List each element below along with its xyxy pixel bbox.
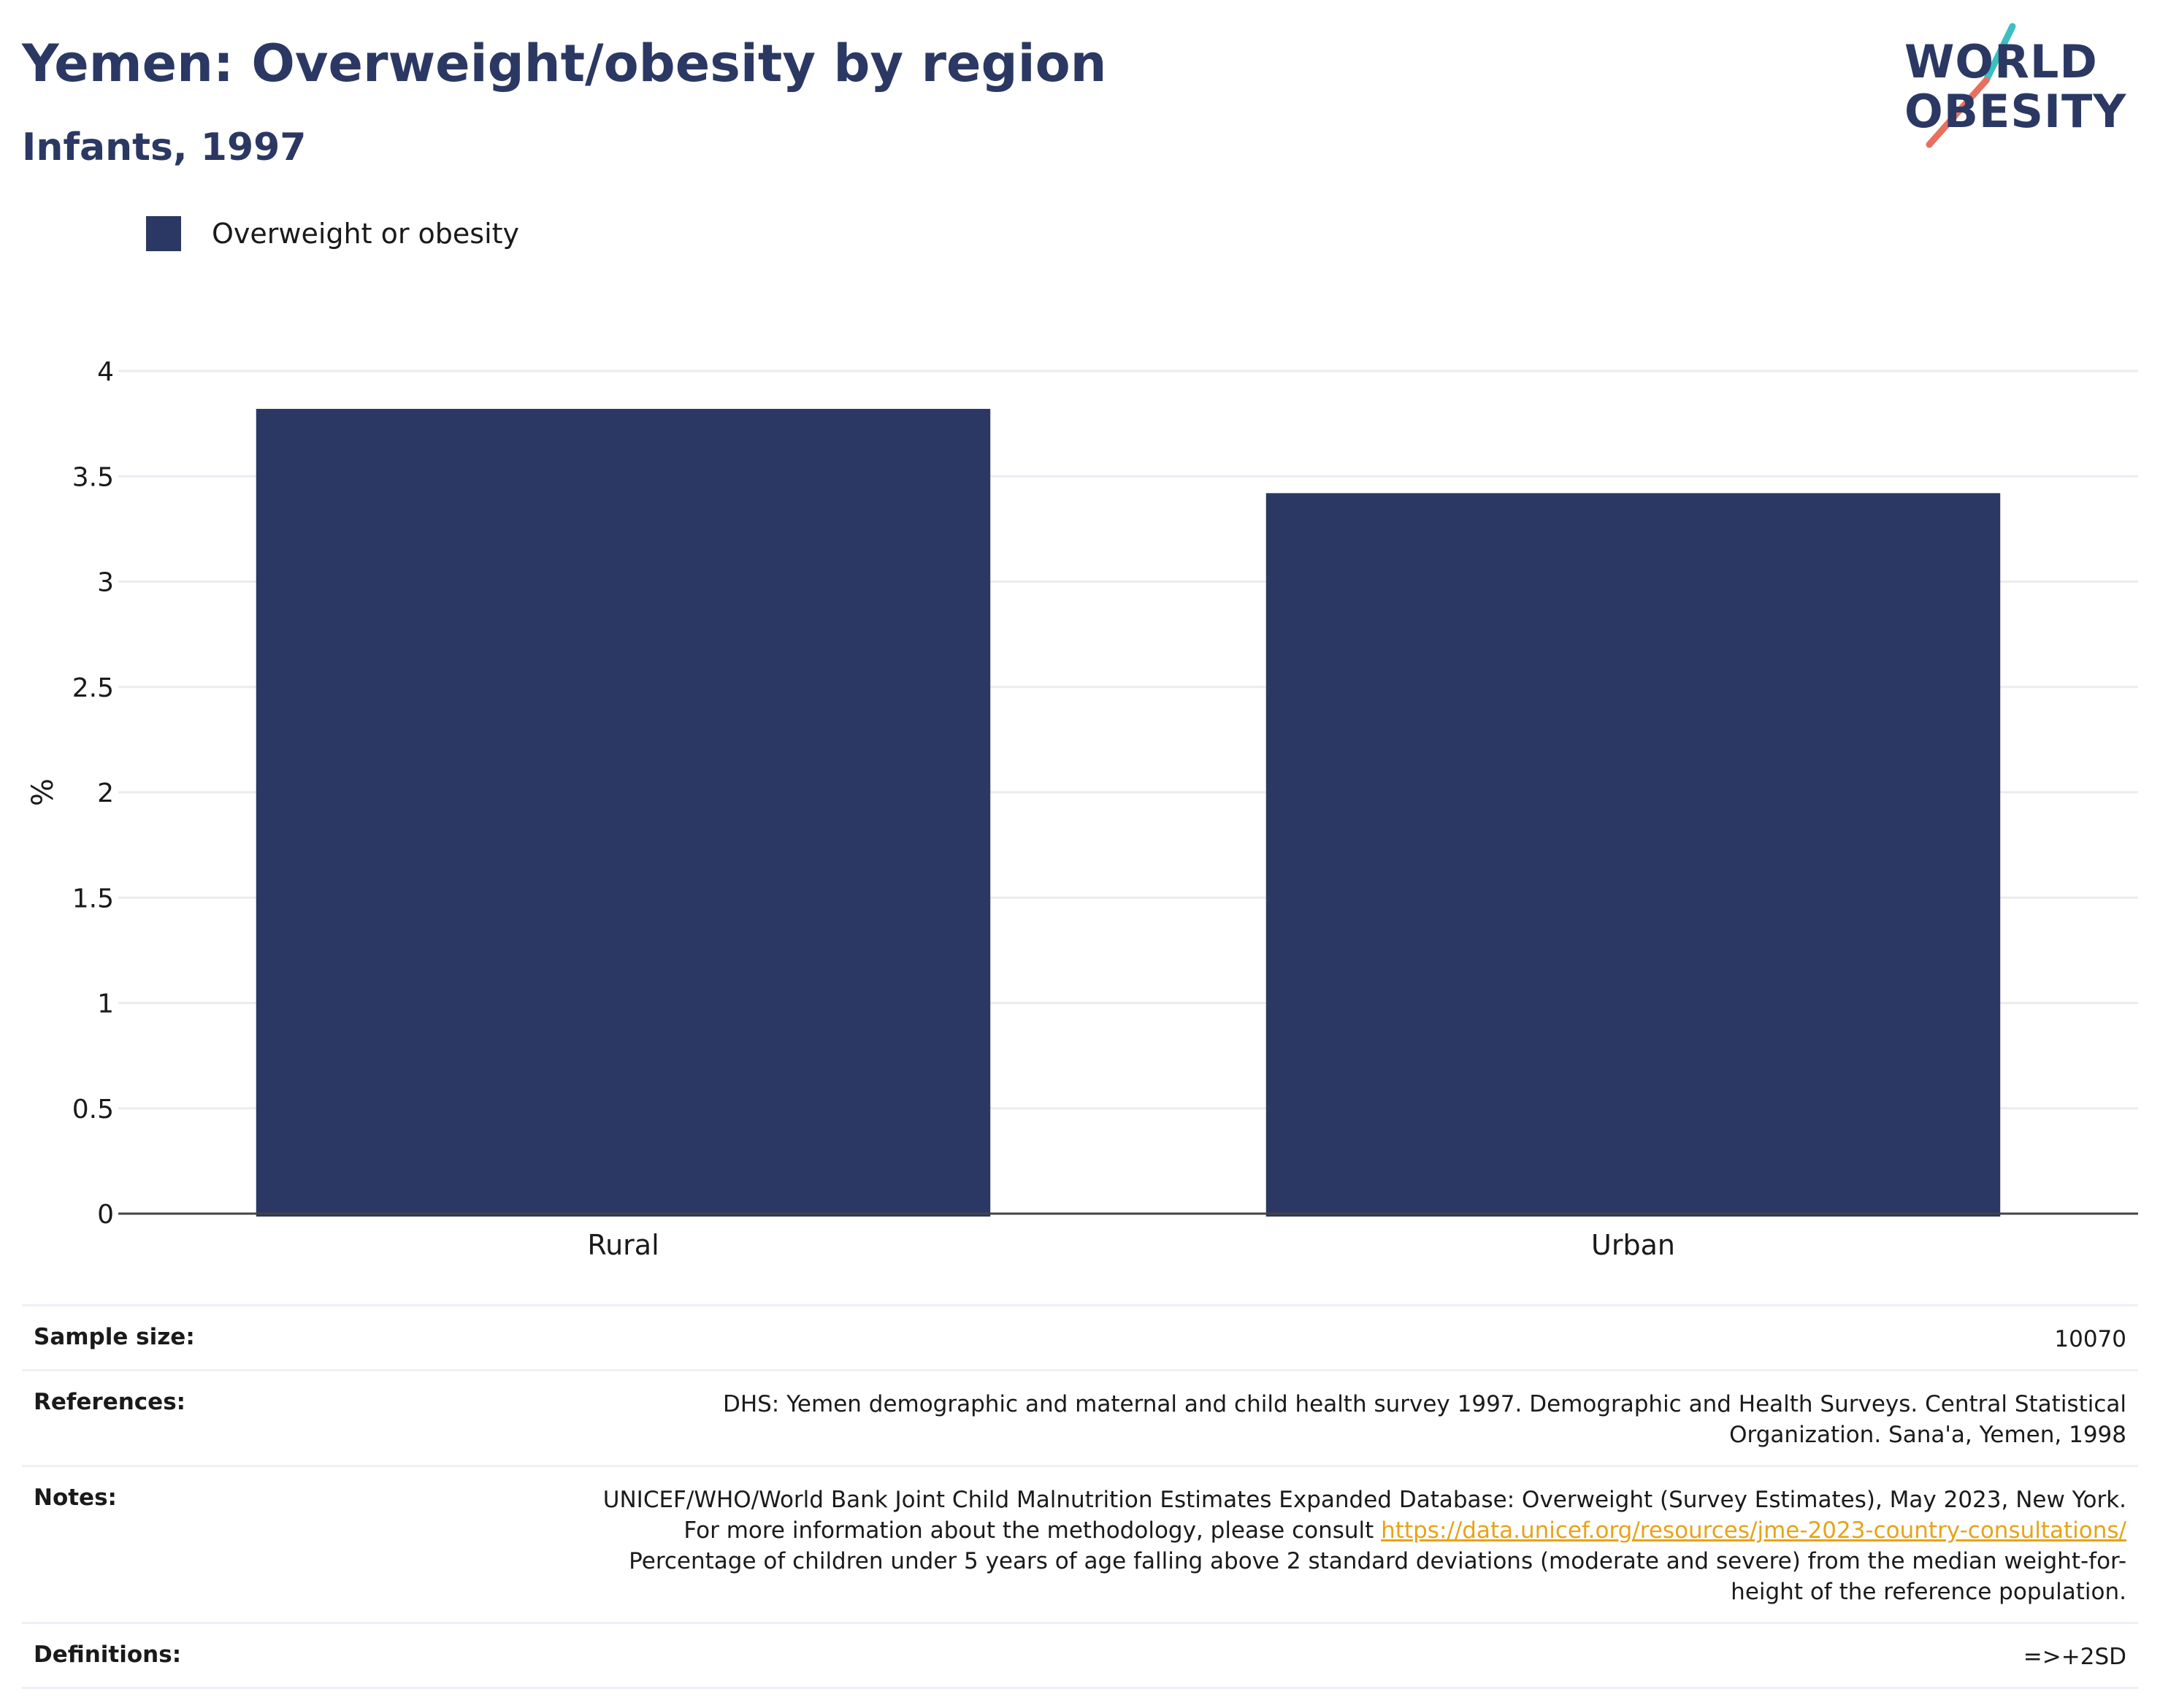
definitions-label: Definitions: <box>34 1642 182 1668</box>
y-tick-label: 4 <box>97 357 114 387</box>
bar-rural[interactable] <box>256 408 991 1217</box>
y-tick-label: 1.5 <box>72 884 114 914</box>
notes-link[interactable]: https://data.unicef.org/resources/jme-20… <box>1381 1517 2126 1544</box>
sample-size-value: 10070 <box>2054 1326 2126 1352</box>
y-tick-label: 2.5 <box>72 673 114 703</box>
notes-value: UNICEF/WHO/World Bank Joint Child Malnut… <box>593 1485 2126 1607</box>
y-tick-label: 0 <box>97 1200 114 1230</box>
references-value: DHS: Yemen demographic and maternal and … <box>722 1391 2126 1448</box>
y-tick-labels: 0 0.5 1 1.5 2 2.5 3 3.5 4 <box>72 357 114 1230</box>
references-row: References: DHS: Yemen demographic and m… <box>22 1369 2138 1465</box>
logo-word-obesity: OBESITY <box>1904 85 2127 138</box>
logo-slash-icon <box>1926 23 2016 148</box>
y-tick-label: 1 <box>97 989 114 1019</box>
bar-chart: 0 0.5 1 1.5 2 2.5 3 3.5 4 Rural Urban % <box>26 357 2138 1261</box>
notes-text-before: UNICEF/WHO/World Bank Joint Child Malnut… <box>602 1487 2126 1544</box>
x-tick-label: Urban <box>1591 1229 1675 1261</box>
legend-swatch <box>146 216 181 251</box>
y-tick-label: 0.5 <box>72 1095 114 1125</box>
y-axis-label: % <box>26 778 60 806</box>
sample-size-label: Sample size: <box>34 1324 195 1350</box>
y-tick-label: 2 <box>97 778 114 808</box>
notes-row: Notes: UNICEF/WHO/World Bank Joint Child… <box>22 1465 2138 1622</box>
sample-size-row: Sample size: 10070 <box>22 1304 2138 1369</box>
x-tick-label: Rural <box>587 1229 659 1261</box>
y-tick-label: 3.5 <box>72 462 114 492</box>
definitions-value: =>+2SD <box>2023 1644 2126 1670</box>
logo-word-world: WORLD <box>1904 35 2098 88</box>
chart-legend: Overweight or obesity <box>146 216 519 251</box>
references-label: References: <box>34 1389 186 1415</box>
notes-text-after: Percentage of children under 5 years of … <box>629 1548 2126 1605</box>
info-table: Sample size: 10070 References: DHS: Yeme… <box>22 1304 2138 1689</box>
world-obesity-logo: WORLD OBESITY <box>1904 20 2145 152</box>
x-tick-labels: Rural Urban <box>587 1229 1675 1261</box>
notes-label: Notes: <box>34 1485 117 1511</box>
bars <box>256 408 2001 1217</box>
chart-title: Yemen: Overweight/obesity by region <box>22 34 1107 93</box>
definitions-row: Definitions: =>+2SD <box>22 1622 2138 1689</box>
chart-subtitle: Infants, 1997 <box>22 126 307 169</box>
y-tick-label: 3 <box>97 568 114 598</box>
legend-label: Overweight or obesity <box>212 218 520 250</box>
bar-urban[interactable] <box>1265 493 2001 1217</box>
